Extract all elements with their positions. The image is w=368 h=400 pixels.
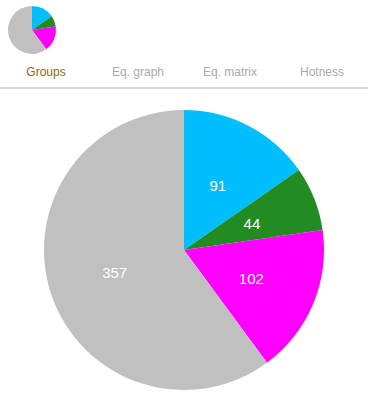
svg-text:357: 357 [102,264,127,281]
svg-text:102: 102 [239,270,264,287]
svg-text:91: 91 [209,177,226,194]
svg-text:44: 44 [244,215,261,232]
svg-text:Groups: Groups [26,65,65,79]
svg-text:Hotness: Hotness [300,65,344,79]
svg-text:Eq. graph: Eq. graph [112,65,164,79]
svg-text:Eq. matrix: Eq. matrix [203,65,257,79]
